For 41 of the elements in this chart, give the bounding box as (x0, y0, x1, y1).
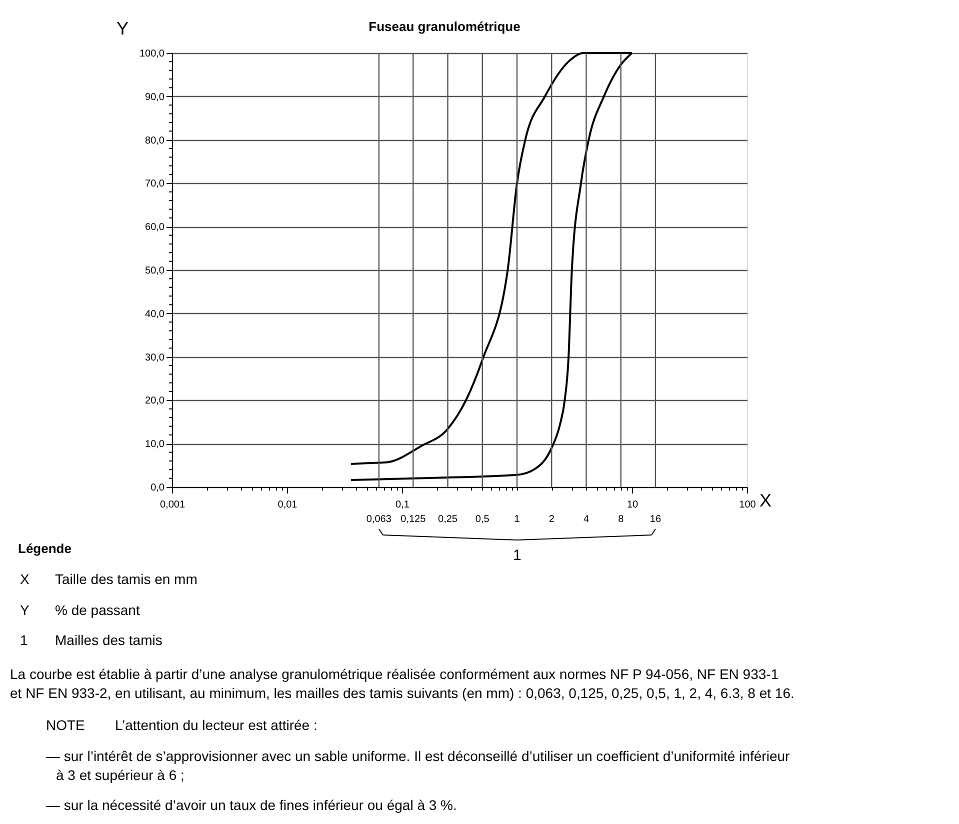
text: Mailles des tamis (55, 632, 162, 648)
ref-line-label: 8 (618, 514, 624, 525)
y-tick-label: 0,0 (150, 482, 165, 494)
chart-title: Fuseau granulométrique (368, 19, 520, 34)
ref-line-label: 4 (583, 514, 590, 525)
y-tick-label: 80,0 (145, 135, 165, 146)
ref-line-label: 2 (548, 514, 555, 525)
text: % de passant (55, 602, 140, 618)
x-tick-label: 0,001 (160, 500, 186, 510)
y-tick-label: 30,0 (145, 352, 165, 364)
y-tick-label: 40,0 (145, 308, 165, 320)
text: 1 (513, 547, 522, 564)
text: L’attention du lecteur est attirée : (115, 717, 318, 733)
ref-line-label: 0,125 (400, 514, 426, 525)
x-axis-title: X (760, 490, 772, 510)
ref-line-label: 0,5 (475, 514, 490, 525)
y-tick-label: 50,0 (145, 266, 165, 276)
ref-line-label: 16 (650, 514, 662, 525)
text: — sur l’intérêt de s’approvisionner avec un sable uniforme. Il est déconseillé d’utiliser un coefficient d’uniformité inférieur à 3 et supérieur à 6 ; (46, 748, 790, 783)
y-tick-label: 90,0 (145, 92, 165, 103)
y-tick-label: 10,0 (145, 439, 165, 450)
text: X (20, 571, 30, 587)
text: Taille des tamis en mm (55, 571, 198, 587)
x-tick-label: 100 (739, 500, 756, 510)
ref-line-label: 0,063 (366, 514, 392, 525)
x-tick-label: 0,01 (278, 500, 298, 510)
ref-line-label: 1 (514, 514, 520, 525)
y-tick-label: 20,0 (145, 396, 165, 407)
text: Y (20, 602, 30, 618)
text: — sur la nécessité d’avoir un taux de fines inférieur ou égal à 3 %. (46, 797, 457, 813)
y-tick-label: 100,0 (139, 48, 165, 60)
y-tick-label: 60,0 (145, 222, 165, 234)
text: Légende (18, 541, 72, 556)
x-tick-label: 0,1 (396, 500, 410, 510)
ref-line-label: 0,25 (438, 514, 458, 525)
x-tick-label: 10 (626, 500, 638, 510)
text: NOTE (46, 717, 85, 733)
text: La courbe est établie à partir d’une analyse granulométrique réalisée conformément aux normes NF P 94-056, NF EN 933-1 et NF EN 933-2, en utilisant, au minimum, les mailles des tamis suivants (en mm) : 0,063, 0,125, 0,25, 0,5, 1, 2, 4, 6.3, 8 et 16. (10, 666, 794, 701)
text: 1 (20, 632, 28, 648)
y-tick-label: 70,0 (145, 178, 165, 190)
y-axis-title: Y (116, 18, 129, 38)
